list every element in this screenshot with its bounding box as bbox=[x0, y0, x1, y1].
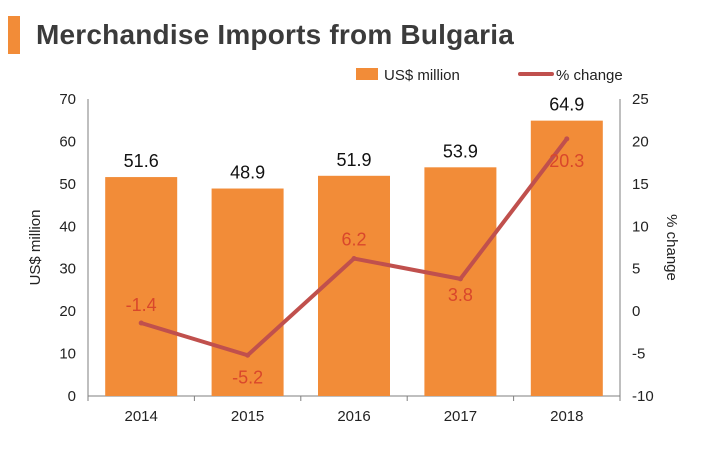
line-value-label: 3.8 bbox=[448, 285, 473, 305]
x-tick-label: 2016 bbox=[337, 408, 370, 425]
bar-value-label: 51.6 bbox=[124, 151, 159, 171]
y2-tick-label: 20 bbox=[632, 133, 649, 150]
legend: US$ million % change bbox=[356, 67, 623, 84]
x-tick-label: 2014 bbox=[125, 408, 158, 425]
y-tick-label: 20 bbox=[59, 303, 76, 320]
bar bbox=[318, 175, 390, 396]
y2-tick-label: 5 bbox=[632, 261, 640, 278]
y2-tick-label: 15 bbox=[632, 176, 649, 193]
y-tick-label: 10 bbox=[59, 346, 76, 363]
y-tick-label: 50 bbox=[59, 176, 76, 193]
line-point bbox=[245, 352, 251, 358]
bar-series bbox=[105, 120, 603, 396]
y-tick-label: 0 bbox=[68, 388, 76, 405]
x-tick-label: 2015 bbox=[231, 408, 264, 425]
line-point bbox=[457, 276, 463, 282]
x-tick-label: 2018 bbox=[550, 408, 583, 425]
line-value-label: 6.2 bbox=[341, 230, 366, 250]
line-value-label: -5.2 bbox=[232, 367, 263, 387]
legend-swatch-bar bbox=[356, 68, 378, 80]
y2-tick-label: -10 bbox=[632, 388, 654, 405]
y2-tick-label: 10 bbox=[632, 218, 649, 235]
y2-tick-label: 0 bbox=[632, 303, 640, 320]
legend-label-line: % change bbox=[556, 67, 623, 84]
y-tick-label: 30 bbox=[59, 261, 76, 278]
y-tick-label: 70 bbox=[59, 91, 76, 108]
line-point bbox=[351, 256, 357, 262]
title-accent-bar bbox=[8, 16, 20, 54]
line-point bbox=[138, 320, 144, 326]
y-axis-title: US$ million bbox=[27, 210, 44, 286]
y-tick-label: 60 bbox=[59, 133, 76, 150]
line-point bbox=[564, 136, 570, 142]
data-labels: 51.6 48.9 51.9 53.9 64.9 -1.4 -5.2 6.2 3.8 20.3 bbox=[124, 95, 585, 388]
line-value-label: 20.3 bbox=[549, 151, 584, 171]
bar-value-label: 48.9 bbox=[230, 163, 265, 183]
bar-value-label: 53.9 bbox=[443, 141, 478, 161]
title-row: Merchandise Imports from Bulgaria bbox=[8, 14, 514, 56]
legend-label-bar: US$ million bbox=[384, 67, 460, 84]
bar bbox=[424, 167, 497, 396]
bar bbox=[211, 188, 284, 396]
line-value-label: -1.4 bbox=[126, 295, 157, 315]
chart-title: Merchandise Imports from Bulgaria bbox=[36, 19, 515, 50]
bar-value-label: 51.9 bbox=[336, 150, 371, 170]
line-series bbox=[138, 136, 570, 358]
y2-axis-title: % change bbox=[663, 214, 680, 281]
bar-value-label: 64.9 bbox=[549, 95, 584, 115]
bar bbox=[530, 120, 603, 396]
y2-tick-label: -5 bbox=[632, 346, 645, 363]
axes: 0 10 20 30 40 50 60 70 -10 -5 0 5 10 15 20 25 2014 2015 20… bbox=[27, 91, 680, 425]
bar bbox=[105, 177, 178, 396]
y2-tick-label: 25 bbox=[632, 91, 649, 108]
y-tick-label: 40 bbox=[59, 218, 76, 235]
x-tick-label: 2017 bbox=[444, 408, 477, 425]
